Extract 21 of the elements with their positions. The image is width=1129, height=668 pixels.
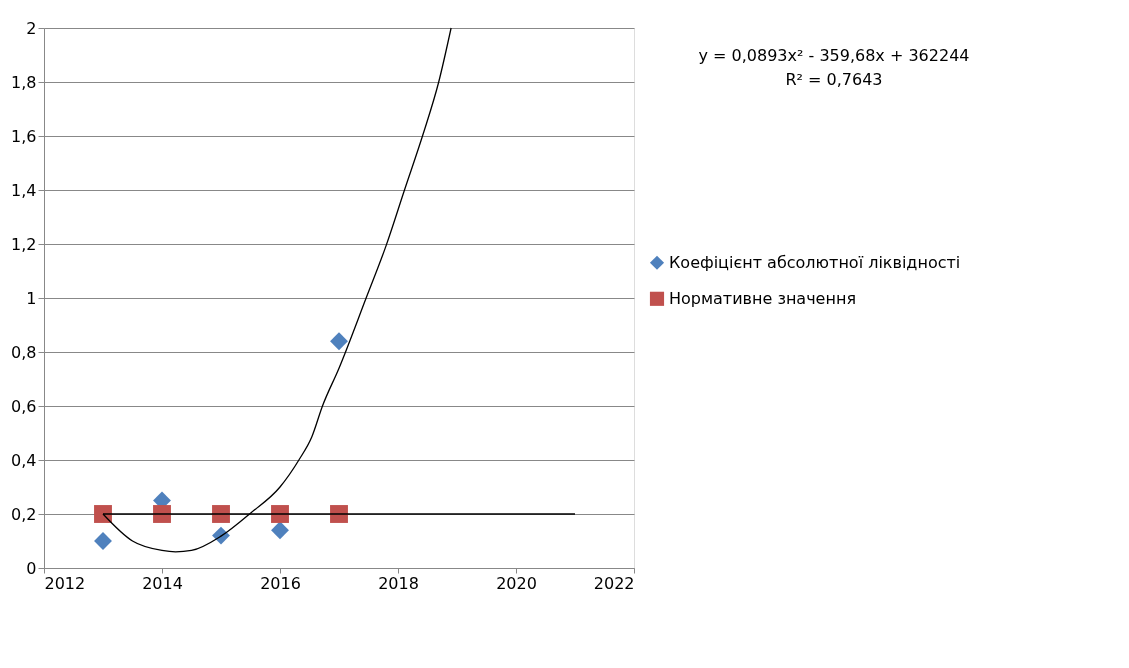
y-tick-label: 0,4 xyxy=(11,450,37,470)
x-tick-label: 2018 xyxy=(378,573,419,593)
y-tick-label: 0,2 xyxy=(11,504,37,524)
x-tick-label: 2020 xyxy=(496,573,537,593)
text: R² = 0,7643 xyxy=(785,70,883,89)
y-tick-label: 0,8 xyxy=(11,342,37,362)
x-tick-label: 2012 xyxy=(44,573,86,593)
y-tick-label: 0 xyxy=(26,558,37,578)
text: y = 0,0893x² - 359,68x + 362244 xyxy=(698,46,970,65)
y-tick-label: 1 xyxy=(26,288,37,308)
y-tick-label: 2 xyxy=(26,18,37,38)
x-tick-label: 2022 xyxy=(593,573,635,593)
x-tick-label: 2016 xyxy=(260,573,301,593)
y-tick-label: 1,8 xyxy=(11,72,37,92)
y-tick-label: 1,2 xyxy=(11,234,37,254)
legend-label: Коефіцієнт абсолютної ліквідності xyxy=(669,252,961,272)
legend-label: Нормативне значення xyxy=(669,288,857,308)
y-tick-label: 1,4 xyxy=(11,180,37,200)
y-tick-label: 0,6 xyxy=(11,396,37,416)
x-tick-label: 2014 xyxy=(142,573,183,593)
y-tick-label: 1,6 xyxy=(11,126,37,146)
